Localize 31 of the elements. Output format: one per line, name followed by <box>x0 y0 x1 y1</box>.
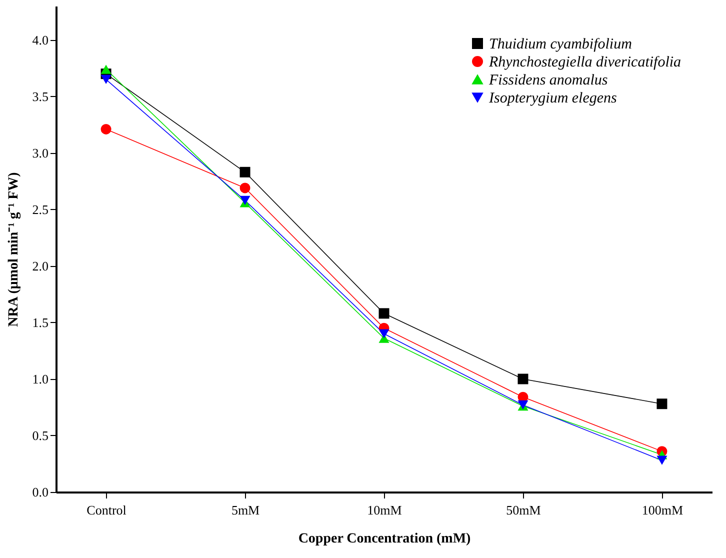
y-tick-label: 2.0 <box>32 258 48 274</box>
point <box>656 398 668 410</box>
x-tick-label: 100mM <box>642 502 684 518</box>
y-tick-label: 1.0 <box>32 371 48 386</box>
x-tick-label: 5mM <box>231 502 260 518</box>
y-axis-title: NRA (μmol min⁻¹ g⁻¹ FW) <box>6 172 22 327</box>
point <box>656 456 668 465</box>
legend-label: Rhynchostegiella divericatifolia <box>488 54 682 70</box>
y-tick-label: 0.5 <box>32 428 48 443</box>
point <box>378 308 390 319</box>
point <box>240 166 250 178</box>
x-axis-title: Copper Concentration (mM) <box>298 532 472 546</box>
x-tick-label: 10mM <box>367 502 402 518</box>
y-tick-label: 2.5 <box>32 202 48 217</box>
point <box>100 64 112 74</box>
x-tick-label: 50mM <box>506 502 542 518</box>
y-tick-label: 0.0 <box>32 484 48 500</box>
point <box>100 74 112 84</box>
point <box>378 329 390 338</box>
legend-label: Isopterygium elegens <box>488 90 618 106</box>
legend-label: Fissidens anomalus <box>488 72 608 88</box>
y-tick-label: 3.0 <box>32 145 48 160</box>
point <box>518 374 528 384</box>
point <box>240 196 250 205</box>
point <box>100 124 112 134</box>
x-tick-label: Control <box>86 502 127 518</box>
y-tick-label: 4.0 <box>32 32 48 48</box>
y-tick-label: 3.5 <box>32 88 48 104</box>
point <box>240 182 250 194</box>
y-tick-label: 1.5 <box>32 314 48 330</box>
legend-label: Thuidium cyambifolium <box>489 36 632 52</box>
